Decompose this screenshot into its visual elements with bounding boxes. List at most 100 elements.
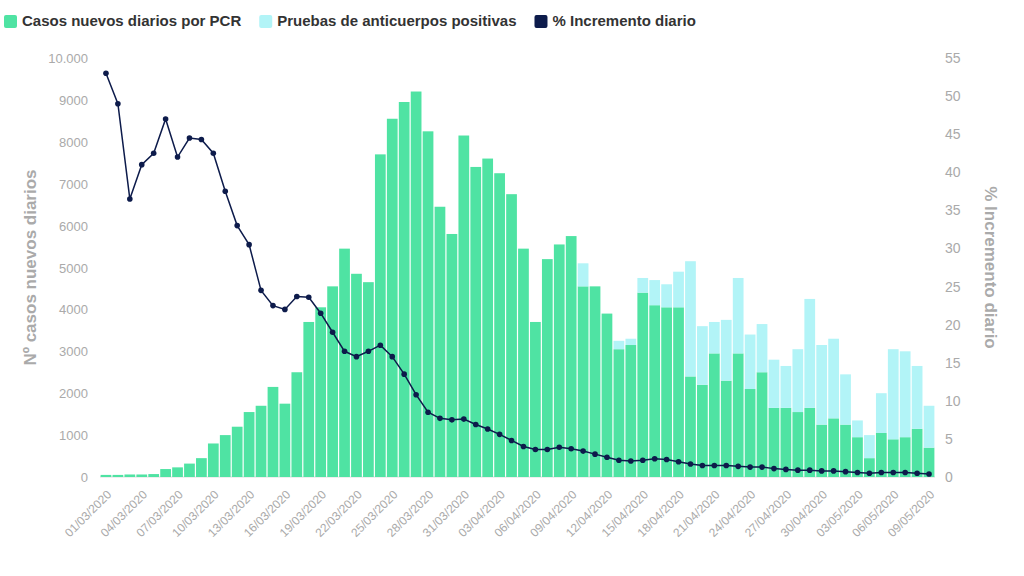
bar <box>554 244 565 245</box>
bar <box>375 154 386 477</box>
bar <box>578 286 589 477</box>
bar <box>447 234 458 477</box>
bar <box>625 339 636 345</box>
bar <box>411 91 422 92</box>
bar <box>136 474 147 475</box>
bar <box>685 261 696 376</box>
bar <box>661 307 672 477</box>
line-marker <box>735 464 741 470</box>
line-marker <box>127 196 133 202</box>
bar <box>494 173 505 174</box>
line-marker <box>831 468 837 474</box>
line-marker <box>795 467 801 473</box>
bar <box>399 102 410 477</box>
bar <box>673 307 684 477</box>
line-marker <box>545 447 551 453</box>
y-tick-label: 10.000 <box>48 51 88 66</box>
y-axis-title: Nº casos nuevos diarios <box>21 169 40 365</box>
line-marker <box>115 101 121 107</box>
bar <box>291 372 302 477</box>
bar <box>148 474 159 475</box>
bar <box>244 412 255 413</box>
bar <box>470 167 481 477</box>
y2-tick-label: 25 <box>945 279 961 295</box>
bar <box>327 286 338 287</box>
bar <box>566 236 577 237</box>
y2-tick-label: 45 <box>945 126 961 142</box>
bar <box>148 474 159 477</box>
bar <box>339 248 350 249</box>
line-marker <box>258 288 264 294</box>
bar <box>816 425 827 477</box>
y-tick-label: 9000 <box>59 93 88 108</box>
line-marker <box>783 467 789 473</box>
bar <box>900 351 911 437</box>
bar <box>745 335 756 389</box>
bar <box>280 403 291 404</box>
line-marker <box>533 447 539 453</box>
line-marker <box>163 116 169 122</box>
line-marker <box>592 451 598 457</box>
bar <box>697 385 708 477</box>
line-marker <box>604 454 610 460</box>
bar <box>327 286 338 477</box>
line-marker <box>700 463 706 469</box>
line-marker <box>521 444 527 450</box>
line-marker <box>306 294 312 300</box>
line-marker <box>330 329 336 335</box>
legend-swatch <box>534 15 547 28</box>
bar <box>864 458 875 477</box>
bar <box>506 194 517 195</box>
bar <box>757 372 768 477</box>
line-marker <box>712 463 718 469</box>
legend-label: % Incremento diario <box>552 12 695 29</box>
line-marker <box>628 458 634 464</box>
line-marker <box>175 154 181 160</box>
legend-label: Casos nuevos diarios por PCR <box>22 12 241 29</box>
bar <box>220 435 231 436</box>
bar <box>518 249 529 477</box>
bar <box>590 286 601 477</box>
line-marker <box>509 438 515 444</box>
bar <box>888 439 899 477</box>
bar <box>435 206 446 207</box>
bar <box>733 353 744 477</box>
line-marker <box>890 470 896 476</box>
bar <box>482 159 493 477</box>
line-marker <box>807 467 813 473</box>
bar <box>912 366 923 429</box>
bar <box>769 408 780 477</box>
line-marker <box>318 310 324 316</box>
line-marker <box>461 416 467 422</box>
bar <box>303 322 314 477</box>
bar <box>542 259 553 260</box>
line-marker <box>425 409 431 415</box>
bar <box>876 393 887 433</box>
bar <box>685 376 696 477</box>
line-marker <box>723 463 729 469</box>
bar <box>244 412 255 477</box>
bar <box>160 469 171 477</box>
line-marker <box>401 371 407 377</box>
line-marker <box>282 307 288 313</box>
line-marker <box>139 162 145 168</box>
bar <box>447 233 458 234</box>
bar <box>924 406 935 448</box>
bar <box>816 345 827 425</box>
line-marker <box>879 470 885 476</box>
bar <box>101 475 112 477</box>
bar <box>542 259 553 477</box>
line-marker <box>580 448 586 454</box>
line-marker <box>366 349 372 355</box>
bar <box>101 474 112 475</box>
line <box>106 73 929 474</box>
bar <box>113 475 124 477</box>
bar <box>828 418 839 477</box>
y-tick-label: 5000 <box>59 261 88 276</box>
line-marker <box>246 242 252 248</box>
bar <box>649 305 660 477</box>
line-marker <box>270 303 276 309</box>
bar <box>470 166 481 167</box>
bar <box>136 474 147 477</box>
y2-tick-label: 50 <box>945 88 961 104</box>
